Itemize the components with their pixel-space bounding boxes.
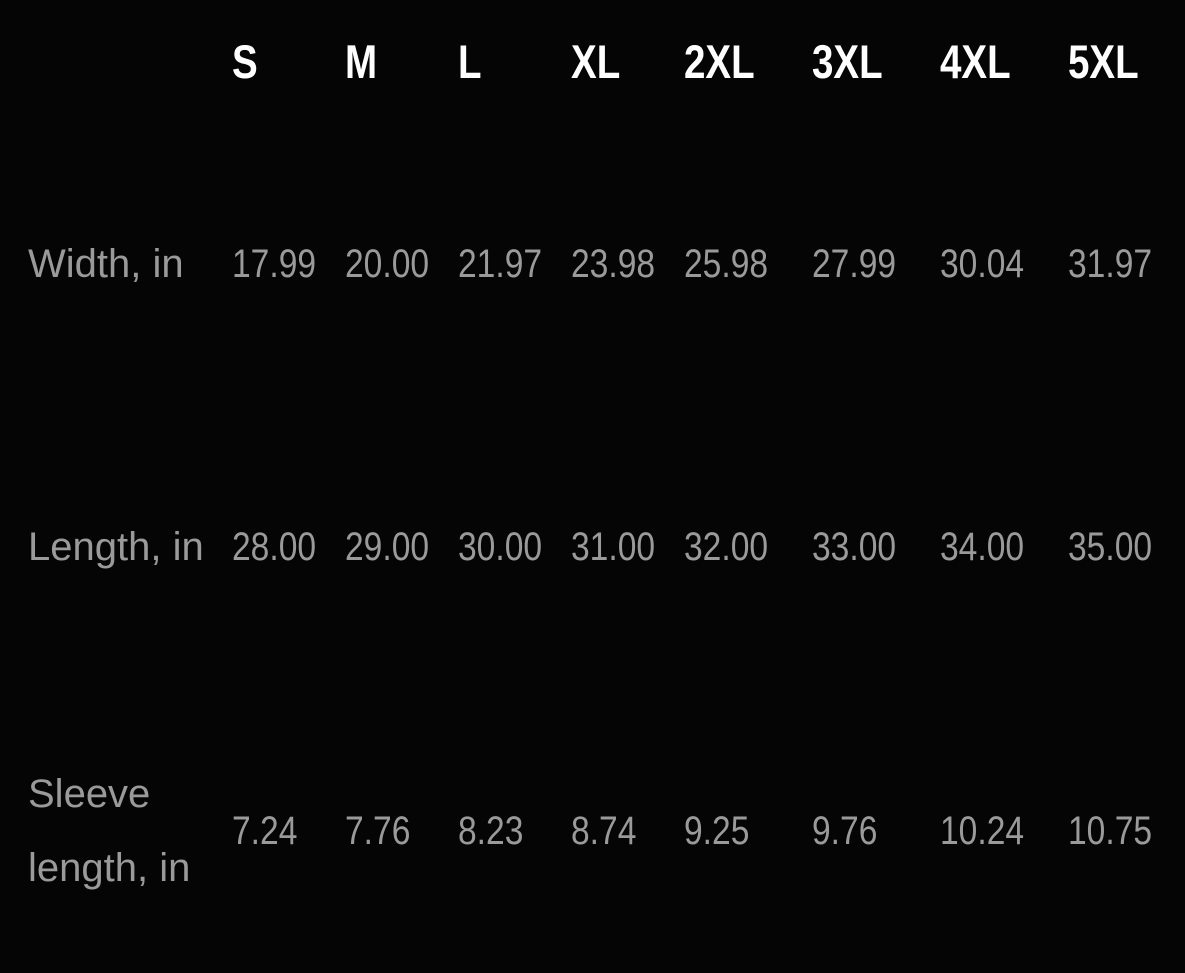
cell-value: 25.98 <box>684 241 769 286</box>
header-size-4xl: 4XL <box>940 34 1011 88</box>
cell-sleeve-4xl: 10.24 <box>940 688 1068 973</box>
header-size-l: L <box>458 34 482 88</box>
cell-value: 27.99 <box>812 241 897 286</box>
cell-length-l: 30.00 <box>458 405 571 688</box>
cell-value: 17.99 <box>232 241 317 286</box>
cell-width-s: 17.99 <box>232 122 345 405</box>
cell-width-4xl: 30.04 <box>940 122 1068 405</box>
cell-length-4xl: 34.00 <box>940 405 1068 688</box>
cell-length-5xl: 35.00 <box>1068 405 1185 688</box>
table-row: Sleeve length, in 7.24 7.76 8.23 8.74 9.… <box>0 688 1185 973</box>
cell-value: 29.00 <box>345 524 430 569</box>
cell-width-5xl: 31.97 <box>1068 122 1185 405</box>
cell-sleeve-2xl: 9.25 <box>684 688 812 973</box>
header-corner-cell <box>0 0 190 122</box>
row-label-sleeve-length: Sleeve length, in <box>28 771 191 890</box>
cell-length-2xl: 32.00 <box>684 405 812 688</box>
cell-value: 20.00 <box>345 241 430 286</box>
cell-value: 7.24 <box>232 808 298 853</box>
cell-value: 30.04 <box>940 241 1025 286</box>
cell-value: 33.00 <box>812 524 897 569</box>
header-size-xl: XL <box>571 34 621 88</box>
cell-sleeve-5xl: 10.75 <box>1068 688 1185 973</box>
row-label-width: Width, in <box>28 241 184 286</box>
cell-value: 10.75 <box>1068 808 1153 853</box>
cell-sleeve-m: 7.76 <box>345 688 458 973</box>
header-size-s: S <box>232 34 258 88</box>
table-row: Length, in 28.00 29.00 30.00 31.00 32.00… <box>0 405 1185 688</box>
cell-length-3xl: 33.00 <box>812 405 940 688</box>
cell-width-2xl: 25.98 <box>684 122 812 405</box>
cell-sleeve-s: 7.24 <box>232 688 345 973</box>
cell-sleeve-xl: 8.74 <box>571 688 684 973</box>
header-size-5xl: 5XL <box>1068 34 1139 88</box>
cell-value: 35.00 <box>1068 524 1153 569</box>
cell-value: 31.00 <box>571 524 656 569</box>
header-size-2xl: 2XL <box>684 34 755 88</box>
cell-value: 28.00 <box>232 524 317 569</box>
cell-value: 21.97 <box>458 241 543 286</box>
cell-width-m: 20.00 <box>345 122 458 405</box>
header-row: S M L XL 2XL 3XL 4XL 5XL <box>0 0 1185 122</box>
cell-value: 31.97 <box>1068 241 1153 286</box>
header-size-3xl: 3XL <box>812 34 883 88</box>
cell-value: 10.24 <box>940 808 1025 853</box>
cell-width-l: 21.97 <box>458 122 571 405</box>
cell-value: 7.76 <box>345 808 411 853</box>
header-size-m: M <box>345 34 378 88</box>
cell-value: 9.76 <box>812 808 878 853</box>
cell-sleeve-3xl: 9.76 <box>812 688 940 973</box>
cell-sleeve-l: 8.23 <box>458 688 571 973</box>
cell-width-3xl: 27.99 <box>812 122 940 405</box>
row-label-length: Length, in <box>28 524 204 569</box>
cell-length-m: 29.00 <box>345 405 458 688</box>
cell-value: 9.25 <box>684 808 750 853</box>
table-row: Width, in 17.99 20.00 21.97 23.98 25.98 … <box>0 122 1185 405</box>
table-header: S M L XL 2XL 3XL 4XL 5XL <box>0 0 1185 122</box>
cell-value: 8.74 <box>571 808 637 853</box>
cell-value: 32.00 <box>684 524 769 569</box>
cell-value: 34.00 <box>940 524 1025 569</box>
cell-length-s: 28.00 <box>232 405 345 688</box>
cell-value: 23.98 <box>571 241 656 286</box>
cell-value: 30.00 <box>458 524 543 569</box>
cell-length-xl: 31.00 <box>571 405 684 688</box>
table-body: Width, in 17.99 20.00 21.97 23.98 25.98 … <box>0 122 1185 973</box>
cell-value: 8.23 <box>458 808 524 853</box>
cell-width-xl: 23.98 <box>571 122 684 405</box>
